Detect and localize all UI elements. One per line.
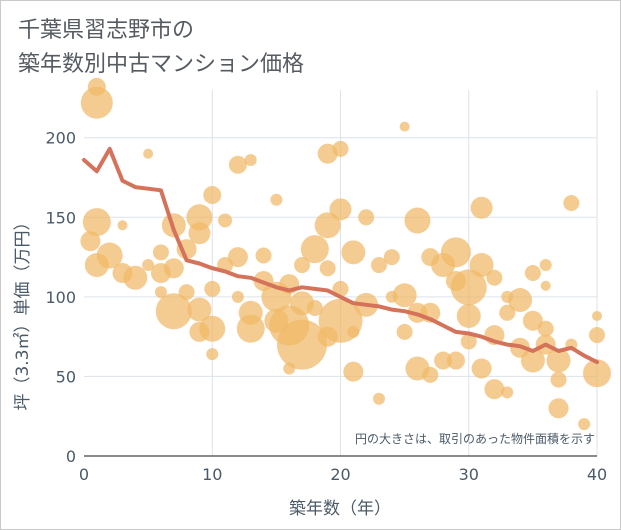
data-point bbox=[300, 235, 329, 264]
data-point bbox=[203, 186, 222, 205]
data-point bbox=[227, 247, 248, 268]
data-point bbox=[154, 286, 167, 299]
data-point bbox=[550, 371, 567, 388]
data-point bbox=[539, 259, 552, 272]
data-point bbox=[440, 237, 471, 268]
data-point bbox=[80, 231, 101, 252]
bubble-series bbox=[80, 77, 611, 431]
data-point bbox=[80, 86, 113, 119]
data-point bbox=[306, 300, 323, 317]
series-line bbox=[82, 146, 599, 365]
data-point bbox=[96, 242, 123, 269]
data-point bbox=[332, 140, 349, 157]
data-point bbox=[404, 207, 431, 234]
data-point bbox=[218, 213, 233, 228]
data-point bbox=[471, 358, 492, 379]
data-point bbox=[199, 315, 226, 342]
x-tick-label: 40 bbox=[587, 465, 607, 484]
data-point bbox=[392, 283, 417, 308]
data-point bbox=[486, 269, 503, 286]
data-point bbox=[178, 284, 195, 301]
data-point bbox=[277, 319, 328, 370]
data-point bbox=[578, 418, 591, 431]
chart-title-line-1: 千葉県習志野市の bbox=[18, 18, 195, 43]
data-point bbox=[524, 265, 541, 281]
data-point bbox=[231, 290, 244, 303]
data-point bbox=[446, 351, 465, 370]
data-point bbox=[314, 212, 341, 239]
data-point bbox=[396, 323, 413, 340]
data-point bbox=[501, 386, 514, 399]
data-point bbox=[82, 208, 111, 237]
data-point bbox=[508, 288, 533, 313]
data-point bbox=[370, 257, 387, 274]
data-point bbox=[228, 155, 247, 174]
data-point bbox=[319, 260, 336, 277]
data-point bbox=[583, 359, 611, 388]
x-axis-label: 築年数（年） bbox=[289, 499, 391, 519]
data-point bbox=[143, 148, 154, 159]
data-point bbox=[294, 257, 311, 274]
data-point bbox=[255, 247, 272, 264]
axes: 0 10 20 30 40 0 50 100 150 200 bbox=[45, 129, 607, 484]
data-point bbox=[399, 121, 410, 132]
data-point bbox=[592, 310, 602, 321]
data-point bbox=[347, 325, 360, 338]
data-point bbox=[537, 320, 554, 337]
data-point bbox=[187, 297, 212, 322]
data-point bbox=[87, 77, 106, 96]
data-point bbox=[456, 303, 481, 328]
data-point bbox=[341, 240, 366, 265]
data-point bbox=[520, 348, 545, 373]
data-point bbox=[470, 196, 493, 219]
data-point bbox=[358, 209, 375, 226]
data-point bbox=[469, 253, 494, 278]
data-point bbox=[434, 351, 453, 370]
data-point bbox=[123, 265, 148, 290]
data-point bbox=[236, 314, 265, 343]
data-point bbox=[383, 249, 400, 266]
y-tick-label: 200 bbox=[45, 129, 76, 148]
data-point bbox=[155, 293, 192, 330]
data-point bbox=[450, 269, 487, 306]
data-point bbox=[563, 194, 580, 211]
data-point bbox=[188, 222, 211, 245]
data-point bbox=[422, 366, 439, 383]
data-point bbox=[460, 333, 477, 350]
chart-title-line-2: 築年数別中古マンション価格 bbox=[18, 52, 305, 77]
y-tick-label: 50 bbox=[56, 367, 76, 386]
data-point bbox=[499, 304, 516, 321]
data-point bbox=[244, 154, 257, 167]
y-tick-label: 0 bbox=[66, 447, 76, 466]
data-point bbox=[204, 280, 221, 297]
x-tick-label: 10 bbox=[202, 465, 222, 484]
data-point bbox=[484, 379, 505, 400]
data-point bbox=[540, 280, 551, 291]
x-tick-label: 20 bbox=[330, 465, 350, 484]
data-point bbox=[206, 348, 219, 361]
data-point bbox=[163, 258, 184, 279]
data-point bbox=[522, 310, 543, 331]
data-point bbox=[329, 198, 352, 221]
data-point bbox=[589, 327, 605, 344]
data-point bbox=[372, 392, 385, 405]
data-point bbox=[270, 193, 283, 206]
data-point bbox=[142, 259, 155, 272]
data-point bbox=[546, 348, 571, 373]
data-point bbox=[548, 398, 569, 419]
chart-title: 千葉県習志野市の 築年数別中古マンション価格 bbox=[18, 14, 304, 82]
y-tick-label: 150 bbox=[45, 208, 76, 227]
data-point bbox=[343, 361, 364, 382]
bubble-size-note: 円の大きさは、取引のあった物件面積を示す bbox=[355, 431, 595, 446]
x-tick-label: 0 bbox=[79, 465, 89, 484]
data-point bbox=[186, 204, 213, 231]
y-axis-label: 坪（3.3㎡）単価（万円） bbox=[13, 213, 33, 410]
data-point bbox=[117, 220, 128, 231]
x-tick-label: 30 bbox=[459, 465, 479, 484]
average-line-series bbox=[82, 146, 599, 365]
data-point bbox=[152, 244, 169, 261]
y-tick-label: 100 bbox=[45, 288, 76, 307]
